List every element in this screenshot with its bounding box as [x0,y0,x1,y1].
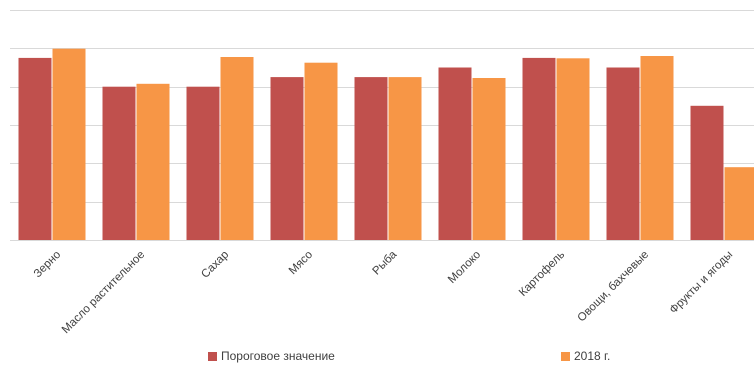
x-tick-label: Фрукты и ягоды [668,249,736,317]
x-tick-label: Овощи, бахчевые [576,249,652,325]
bar-2018-5 [472,78,506,240]
bar-threshold-2 [186,86,220,240]
x-tick-label: Картофель [517,249,567,299]
bar-2018-8 [724,167,754,240]
bar-2018-4 [388,77,422,240]
legend-swatch-threshold [208,351,217,361]
bar-2018-3 [304,62,338,241]
legend-swatch-2018 [561,351,570,361]
bar-2018-1 [136,83,170,240]
legend-item-2018: 2018 г. [561,349,610,363]
x-tick-label: Зерно [32,249,63,280]
bar-threshold-1 [102,86,136,240]
x-tick-label: Сахар [199,249,231,281]
bar-threshold-5 [438,67,472,240]
bar-2018-0 [52,48,86,241]
bar-threshold-3 [270,77,304,240]
bar-2018-2 [220,57,254,240]
x-tick-label: Молоко [446,249,483,286]
bar-threshold-6 [522,57,556,241]
bar-threshold-8 [690,105,724,240]
x-tick-label: Рыба [370,248,399,277]
bar-threshold-7 [606,67,640,240]
bar-2018-7 [640,56,674,240]
bar-2018-6 [556,58,590,240]
legend-label-threshold: Пороговое значение [221,349,335,363]
bars [18,48,754,241]
x-tick-label: Мясо [287,249,315,277]
bar-threshold-4 [354,77,388,240]
bar-threshold-0 [18,57,52,241]
legend-item-threshold: Пороговое значение [208,349,335,363]
x-tick-label: Масло растительное [60,249,147,336]
legend-label-2018: 2018 г. [574,349,611,363]
